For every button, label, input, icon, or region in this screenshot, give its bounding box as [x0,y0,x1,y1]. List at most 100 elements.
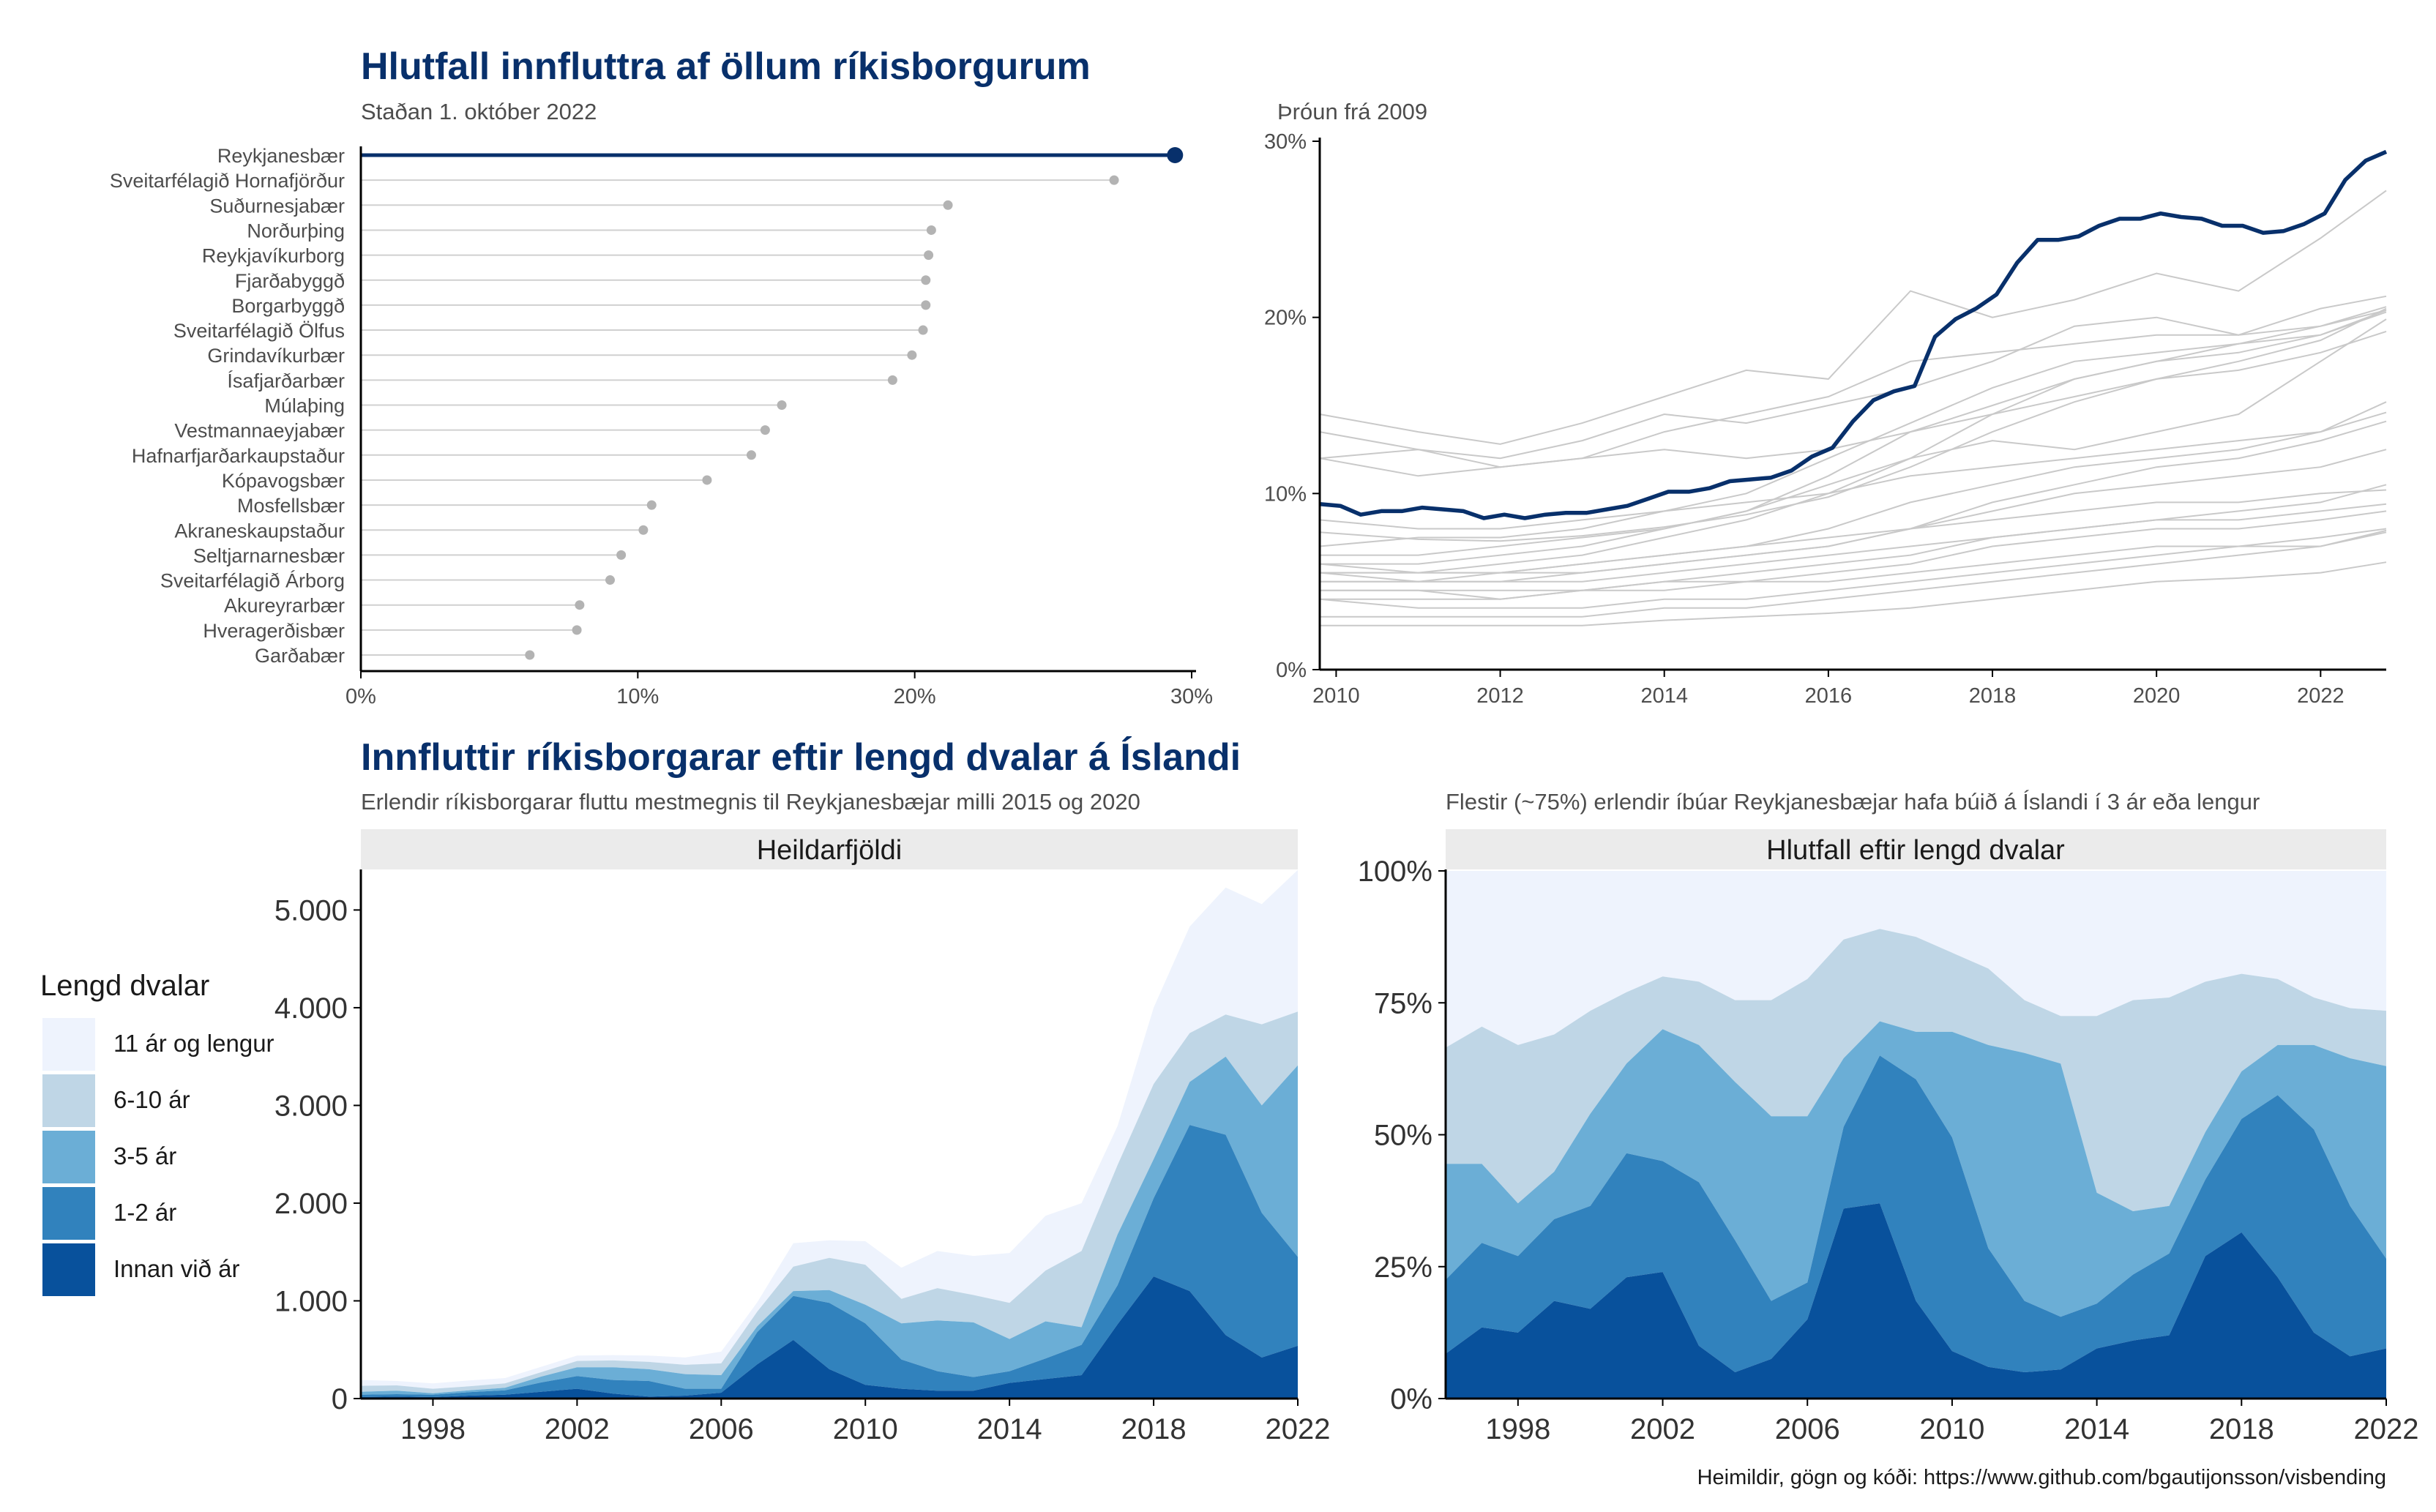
caption: Heimildir, gögn og kóði: https://www.git… [1697,1466,2386,1489]
line-x-tick-label: 2016 [1805,684,1853,708]
lollipop-point-hverager-isb-r [572,625,582,635]
legend-label-6-10-ar: 6-10 ár [113,1086,190,1113]
lollipop-label-sveitarfelagi-olfus: Sveitarfélagið Ölfus [173,320,345,342]
lollipop-point-mula-ing [777,400,787,410]
strip-right-label: Hlutfall eftir lengd dvalar [1766,835,2065,866]
pct-y-tick-label: 50% [1374,1120,1432,1152]
lollipop-point-sveitarfelagi-hornafjor-ur [1109,175,1119,185]
pct-y-tick-label: 25% [1374,1251,1432,1284]
abs-area-1-2-ar [361,1125,1298,1397]
lollipop-label-fjar-abygg: Fjarðabyggð [235,270,345,292]
pct-area-6-10-ar [1446,929,2386,1211]
line-x-tick-label: 2022 [2297,684,2345,708]
lollipop-point-gar-ab-r [525,650,535,660]
top-left-subtitle: Staðan 1. október 2022 [361,99,597,124]
abs-x-tick-label: 2022 [1266,1413,1331,1445]
legend-swatch-3-5-ar [42,1131,95,1183]
bottom-left-subtitle: Erlendir ríkisborgarar fluttu mestmegnis… [361,789,1140,815]
lollipop-x-tick-label: 10% [616,685,659,708]
pct-y-tick-label: 75% [1374,987,1432,1019]
lollipop-point-reykjanesb-r [1167,147,1184,163]
lollipop-point-hafnarfjar-arkaupsta-ur [746,450,756,460]
lollipop-x-tick-label: 20% [894,685,936,708]
lollipop-point-borgarbygg [921,300,931,310]
lollipop-label-grindavikurb-r: Grindavíkurbær [207,345,345,367]
lollipop-label-sveitarfelagi-hornafjor-ur: Sveitarfélagið Hornafjörður [110,170,345,192]
strip-left-label: Heildarfjöldi [757,835,903,866]
line-x-tick-label: 2020 [2133,684,2181,708]
lollipop-label-mosfellsb-r: Mosfellsbær [237,495,345,517]
pct-area-innan-vi-ar [1446,1203,2386,1399]
lollipop-label-hverager-isb-r: Hveragerðisbær [203,620,345,642]
lollipop-label-borgarbygg: Borgarbyggð [231,295,345,317]
line-series-su-urnesjab-r [1319,295,2387,460]
legend-label-innan-vi-ar: Innan við ár [113,1255,239,1282]
lollipop-label-su-urnesjab-r: Suðurnesjabær [209,195,345,217]
legend-swatch-1-2-ar [42,1187,95,1240]
lollipop-label-sveitarfelagi-arborg: Sveitarfélagið Árborg [160,570,345,592]
pct-x-tick-label: 2018 [2209,1413,2274,1445]
pct-x-tick-label: 2006 [1775,1413,1840,1445]
lollipop-label-akraneskaupsta-ur: Akraneskaupstaður [174,520,345,542]
legend-label-1-2-ar: 1-2 ár [113,1199,176,1226]
legend-swatch-innan-vi-ar [42,1243,95,1296]
top-right-subtitle: Þróun frá 2009 [1277,99,1427,124]
abs-y-tick-label: 3.000 [274,1090,348,1122]
line-x-tick-label: 2010 [1312,684,1360,708]
abs-x-tick-label: 1998 [400,1413,466,1445]
lollipop-label-gar-ab-r: Garðabær [255,645,345,667]
lollipop-label-seltjarnarnesb-r: Seltjarnarnesbær [193,544,345,566]
top-title: Hlutfall innfluttra af öllum ríkisborgur… [361,45,1091,88]
line-x-tick-label: 2018 [1969,684,2017,708]
line-series-sveitarfelagi-hornafjor-ur [1319,190,2387,445]
strip-right-background [1446,829,2386,869]
lollipop-point-sveitarfelagi-arborg [605,575,615,585]
line-series-hverager-isb-r [1319,531,2387,609]
line-y-tick-label: 20% [1264,307,1307,330]
line-series-akureyrarb-r [1320,529,2387,618]
line-series-reykjanesb-r [1319,149,2388,520]
abs-x-tick-label: 2018 [1121,1413,1187,1445]
lollipop-point-vestmannaeyjab-r [760,425,770,435]
abs-y-tick-label: 2.000 [274,1188,348,1220]
line-series-reykjavikurborg [1319,307,2387,542]
lollipop-label-akureyrarb-r: Akureyrarbær [224,595,345,617]
pct-area-3-5-ar [1446,1021,2386,1317]
line-series-sveitarfelagi-olfus [1320,311,2387,565]
abs-x-tick-label: 2002 [545,1413,610,1445]
strip-left-background [361,829,1298,869]
lollipop-label-reykjavikurborg: Reykjavíkurborg [202,245,345,267]
line-series-borgarbygg [1320,310,2387,574]
abs-x-tick-label: 2006 [689,1413,754,1445]
bottom-right-subtitle: Flestir (~75%) erlendir íbúar Reykjanesb… [1446,789,2260,815]
lollipop-label-hafnarfjar-arkaupsta-ur: Hafnarfjarðarkaupstaður [132,445,345,467]
lollipop-point-fjar-abygg [921,275,931,285]
lollipop-point-grindavikurb-r [907,350,917,360]
legend-label-3-5-ar: 3-5 ár [113,1142,176,1169]
abs-y-tick-label: 1.000 [274,1285,348,1317]
lollipop-point-nor-ur-ing [926,225,936,235]
pct-x-tick-label: 1998 [1485,1413,1550,1445]
abs-area-11-ar-og-lengur [361,869,1298,1389]
lollipop-point-akraneskaupsta-ur [638,525,649,535]
pct-x-tick-label: 2002 [1630,1413,1695,1445]
abs-y-tick-label: 5.000 [274,894,348,927]
abs-area-6-10-ar [361,1011,1298,1393]
pct-x-tick-label: 2022 [2354,1413,2419,1445]
lollipop-label-vestmannaeyjab-r: Vestmannaeyjabær [174,420,345,442]
line-x-tick-label: 2014 [1640,684,1688,708]
line-y-tick-label: 0% [1276,659,1307,682]
abs-x-tick-label: 2010 [833,1413,898,1445]
line-y-tick-label: 10% [1264,482,1307,506]
pct-x-tick-label: 2010 [1919,1413,1984,1445]
line-series-sveitarfelagi-arborg [1320,510,2387,591]
lollipop-label-kopavogsb-r: Kópavogsbær [222,470,345,492]
pct-area-1-2-ar [1446,1055,2386,1372]
lollipop-point-isafjar-arb-r [887,375,897,385]
line-series-grindavikurb-r [1320,318,2387,556]
lollipop-point-reykjavikurborg [924,250,934,261]
lollipop-point-kopavogsb-r [702,475,712,485]
abs-area-innan-vi-ar [361,1276,1298,1399]
line-series-vestmannaeyjab-r [1319,411,2387,530]
